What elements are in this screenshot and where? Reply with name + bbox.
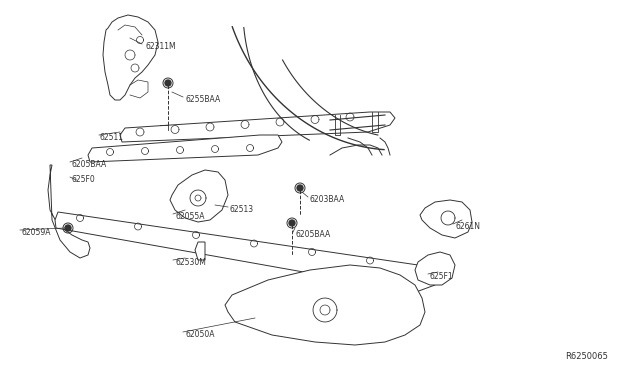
Polygon shape (195, 242, 205, 260)
Text: R6250065: R6250065 (565, 352, 608, 361)
Polygon shape (420, 200, 472, 238)
Polygon shape (55, 212, 440, 292)
Text: 6261N: 6261N (455, 222, 480, 231)
Polygon shape (103, 15, 158, 100)
Text: 6205BAA: 6205BAA (72, 160, 108, 169)
Text: 625F0: 625F0 (72, 175, 96, 184)
Text: 6203BAA: 6203BAA (310, 195, 345, 204)
Text: 62055A: 62055A (175, 212, 205, 221)
Text: 62050A: 62050A (185, 330, 214, 339)
Circle shape (65, 225, 71, 231)
Text: 62513: 62513 (230, 205, 254, 214)
Circle shape (297, 185, 303, 191)
Polygon shape (48, 165, 90, 258)
Text: 6205BAA: 6205BAA (295, 230, 330, 239)
Circle shape (289, 220, 295, 226)
Polygon shape (88, 135, 282, 162)
Text: 62311M: 62311M (145, 42, 175, 51)
Polygon shape (170, 170, 228, 222)
Text: 62511: 62511 (100, 133, 124, 142)
Text: 625F1: 625F1 (430, 272, 454, 281)
Polygon shape (120, 112, 395, 142)
Text: 62059A: 62059A (22, 228, 51, 237)
Circle shape (165, 80, 171, 86)
Polygon shape (415, 252, 455, 285)
Polygon shape (225, 265, 425, 345)
Text: 62530M: 62530M (175, 258, 206, 267)
Text: 6255BAA: 6255BAA (185, 95, 220, 104)
